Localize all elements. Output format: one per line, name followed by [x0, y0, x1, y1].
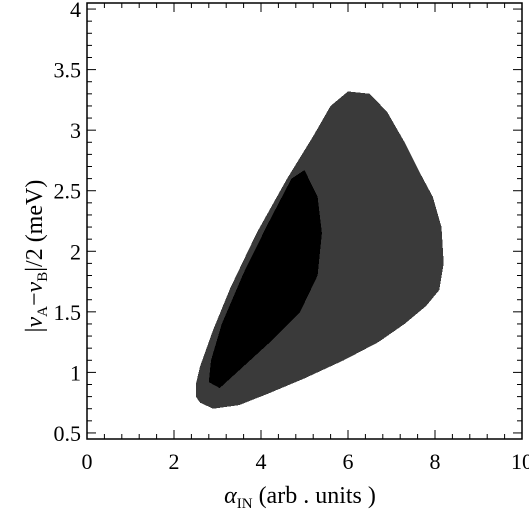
- x-axis-label: αIN (arb . units ): [224, 483, 376, 512]
- y-tick-label: 3: [70, 118, 81, 143]
- y-tick-label: 2.5: [54, 179, 82, 204]
- y-tick-label: 2: [70, 239, 81, 264]
- y-tick-label: 1.5: [54, 300, 82, 325]
- x-tick-label: 6: [343, 449, 354, 474]
- region-inner: [208, 170, 322, 389]
- x-tick-label: 10: [511, 449, 529, 474]
- x-tick-label: 2: [169, 449, 180, 474]
- y-tick-labels: 0.5 1 1.5 2 2.5 3 3.5 4: [54, 0, 82, 446]
- x-tick-label: 4: [256, 449, 267, 474]
- y-axis-label: |νA−νB|/2 (meV): [22, 180, 51, 333]
- axis-ticks: [86, 3, 523, 439]
- x-tick-labels: 0 2 4 6 8 10: [82, 449, 529, 474]
- y-tick-label: 3.5: [54, 58, 82, 83]
- y-tick-label: 0.5: [54, 421, 82, 446]
- contour-regions: [195, 91, 444, 409]
- x-tick-label: 8: [430, 449, 441, 474]
- x-tick-label: 0: [82, 449, 93, 474]
- y-tick-label: 4: [70, 0, 81, 22]
- plot-frame: [86, 2, 523, 440]
- y-tick-label: 1: [70, 360, 81, 385]
